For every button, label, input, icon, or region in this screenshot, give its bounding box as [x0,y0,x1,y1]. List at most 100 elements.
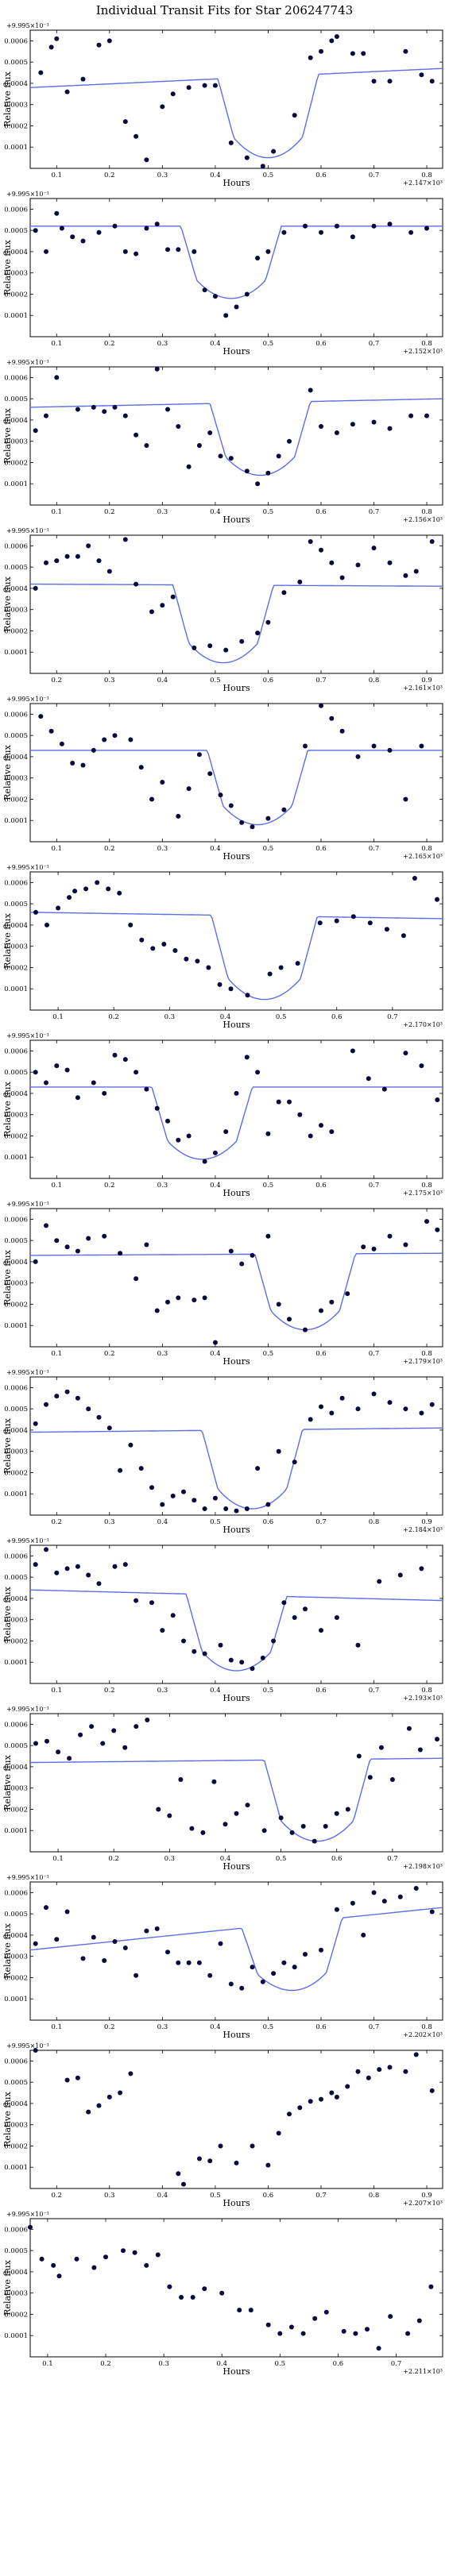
plot-9-data-point [44,1402,48,1407]
plot-12-data-point [123,1945,128,1950]
plot-13-data-point [297,2105,302,2110]
plot-3-ylabel: Relative flux [2,407,13,463]
plot-1-data-point [160,104,165,109]
plot-6-data-point [351,914,356,919]
plot-10-data-point [219,1643,223,1648]
plot-9-ytick-label: 0.0001 [4,1490,28,1498]
plot-13-data-point [430,2088,435,2093]
plot-8-model-curve [30,1253,443,1329]
plot-12-xtick-label: 0.3 [157,2023,168,2031]
plot-2-data-point [281,230,286,235]
plot-7-data-point [123,1057,128,1062]
plot-14-ytick-label: 0.0006 [4,2226,28,2234]
plot-3-data-point [372,420,377,425]
plot-12-data-point [197,1961,202,1965]
plot-7-data-point [382,1087,387,1092]
plot-4-data-point [33,586,38,591]
plot-6-data-point [206,966,211,970]
plot-9-data-point [403,1406,408,1411]
plot-9-data-point [255,1466,260,1471]
plot-6-data-point [72,889,77,893]
plot-11-data-point [178,1777,183,1782]
plot-1-ylabel: Relative flux [2,71,13,126]
plot-14-xlabel: Hours [223,2366,250,2377]
plot-6-data-point [401,933,406,938]
plot-8-xoffset-label: +2.179×10³ [403,1358,443,1365]
plot-7-data-point [54,1063,59,1068]
plot-11-data-point [189,1826,194,1831]
plot-9-data-point [223,1506,228,1511]
plot-5-data-point [197,752,202,757]
plot-10-data-point [181,1639,186,1644]
plot-7-data-point [203,1159,207,1164]
plot-11-data-point [379,1745,384,1750]
plot-10-xtick-label: 0.5 [263,1687,274,1695]
plot-6-data-point [106,886,110,891]
plot-5-xtick-label: 0.3 [157,845,168,853]
plot-9-data-point [203,1506,207,1511]
plot-8-data-point [372,1247,377,1251]
plot-7-ytick-label: 0.0006 [4,1047,28,1055]
plot-8-data-point [303,1328,308,1332]
plot-1-data-point [372,79,377,83]
plot-14-xtick-label: 0.7 [391,2360,402,2368]
plot-10-data-point [419,1566,424,1571]
plot-6-data-point [318,920,323,925]
plot-11-ytick-label: 0.0005 [4,1742,28,1750]
plot-14-yscale-label: +9.995×10⁻¹ [6,2211,49,2218]
plot-7-data-point [435,1097,439,1102]
plot-12-xtick-label: 0.5 [263,2023,274,2031]
plot-6-data-point [229,986,234,991]
plot-5-data-point [239,820,244,825]
plot-7-data-point [265,1132,270,1136]
plot-2-xtick-label: 0.6 [315,340,327,348]
plot-9-data-point [234,1509,239,1514]
plot-7-data-point [213,1151,218,1155]
plot-8-data-point [388,1234,393,1239]
plot-1-yscale-label: +9.995×10⁻¹ [6,22,49,29]
plot-7-data-point [403,1051,408,1055]
plot-11-data-point [435,1737,439,1741]
plot-4-data-point [239,639,244,644]
plot-12-data-point [239,1986,244,1991]
plot-14-ytick-label: 0.0001 [4,2332,28,2340]
plot-2-data-point [213,294,218,299]
plot-13-data-point [118,2091,122,2096]
plot-9-data-point [245,1506,250,1511]
plot-3-data-point [308,388,313,392]
plot-5-xtick-label: 0.8 [421,845,432,853]
plot-3-data-point [277,453,281,458]
plot-8-ytick-label: 0.0006 [4,1216,28,1224]
plot-7-axes-frame [30,1040,443,1178]
plot-5-data-point [102,738,106,742]
plot-1-xtick-label: 0.8 [421,172,432,179]
plot-4-xtick-label: 0.9 [421,677,432,684]
plot-5-data-point [187,786,192,791]
plot-7-xlabel: Hours [223,1188,250,1198]
plot-9-xtick-label: 0.6 [263,1518,274,1526]
plot-12-data-point [134,1973,138,1978]
plot-12-data-point [382,1899,387,1903]
plot-10-model-curve [30,1590,443,1671]
plot-1-xtick-label: 0.6 [315,172,327,179]
plot-7-xtick-label: 0.3 [157,1182,168,1190]
plot-2-data-point [176,247,180,252]
plot-7-data-point [350,1048,355,1053]
plot-2-data-point [255,256,260,260]
plot-1-ytick-label: 0.0005 [4,59,28,67]
plot-3-data-point [91,405,96,410]
plot-14-data-point [405,2331,410,2336]
plot-7-data-point [308,1134,313,1139]
plot-2-data-point [319,230,323,235]
plot-12-data-point [303,1952,308,1957]
plot-1-xtick-label: 0.5 [263,172,274,179]
plot-13-data-point [219,2144,223,2149]
plot-11-data-point [368,1775,373,1780]
plot-14-xoffset-label: +2.211×10³ [403,2368,443,2375]
plot-3-yscale-label: +9.995×10⁻¹ [6,359,49,366]
plot-2-data-point [60,226,64,231]
plot-7-xtick-label: 0.8 [421,1182,432,1190]
plot-2-ylabel: Relative flux [2,239,13,295]
plot-8-data-point [192,1298,196,1302]
plot-2-data-point [97,230,102,235]
